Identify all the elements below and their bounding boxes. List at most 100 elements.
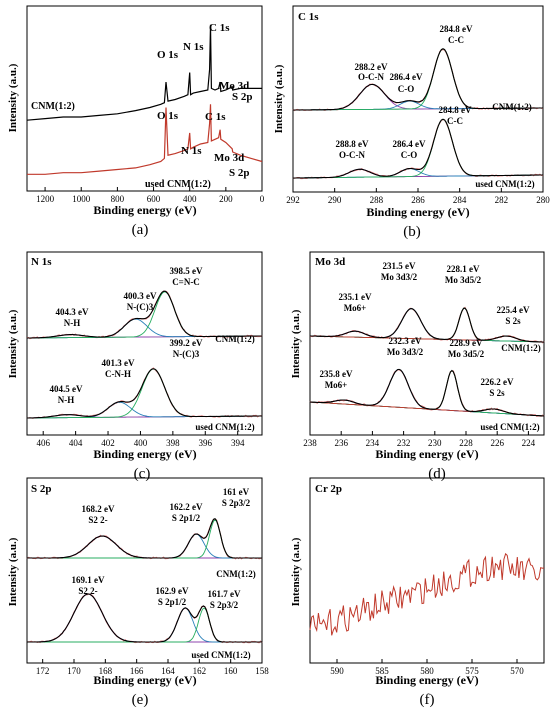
- x-tick-label: 1200: [36, 194, 55, 204]
- a-bot-s2p: S 2p: [229, 167, 250, 179]
- envelope-line: [293, 48, 543, 111]
- b-top-p2-label: 286.4 eV: [390, 72, 423, 82]
- x-tick-label: 172: [36, 666, 50, 676]
- fitted-component-line: [27, 519, 262, 559]
- c-top-p3-sub: C=N-C: [172, 277, 200, 287]
- envelope-line: [27, 368, 262, 419]
- panel-d-title: Mo 3d: [315, 256, 345, 268]
- b-top-p2-sub: C-O: [398, 84, 415, 94]
- x-tick-label: 226: [490, 438, 504, 448]
- x-tick-label: 230: [428, 438, 442, 448]
- a-bot-c1s: C 1s: [205, 111, 226, 123]
- d-bot-series-label: used CNM(1:2): [480, 422, 539, 432]
- x-tick-label: 290: [328, 195, 342, 205]
- series-line-used: [27, 104, 263, 175]
- x-tick-label: 200: [219, 194, 233, 204]
- panel-d-ylabel: Intensity (a.u.): [290, 309, 302, 378]
- envelope-line: [27, 593, 262, 643]
- panel-d-curves: [309, 306, 545, 418]
- fitted-component-line: [27, 607, 262, 643]
- panel-a-label: (a): [132, 222, 149, 238]
- x-tick-label: 232: [397, 438, 411, 448]
- panel-c-x-ticks: 406 404 402 400 398 396 394: [36, 431, 245, 448]
- a-top-s2p: S 2p: [232, 91, 253, 103]
- x-tick-label: 600: [147, 194, 161, 204]
- a-bot-mo3d: Mo 3d: [214, 152, 244, 164]
- x-tick-label: 160: [224, 666, 238, 676]
- panel-d-x-ticks: 238 236 234 232 230 228 226 224: [303, 431, 536, 448]
- fitted-component-line: [27, 607, 262, 643]
- x-tick-label: 158: [255, 666, 269, 676]
- panel-e-x-ticks: 172 170 168 166 164 162 160 158: [36, 659, 269, 676]
- x-tick-label: 800: [111, 194, 125, 204]
- b-bot-p2-label: 286.4 eV: [393, 139, 426, 149]
- d-bot-p1-sub: Mo6+: [325, 380, 348, 390]
- d-bot-p3-label: 228.9 eV: [450, 338, 483, 348]
- x-tick-label: 400: [134, 438, 148, 448]
- c-top-p1-sub: N-H: [64, 318, 81, 328]
- x-tick-label: 284: [453, 195, 467, 205]
- panel-a-ylabel: Intensity (a.u.): [7, 63, 19, 132]
- a-top-n1s: N 1s: [183, 41, 204, 53]
- panel-b: 292 290 288 286 284 282 280 C 1s Intensity (a.…: [273, 5, 550, 240]
- x-tick-label: 168: [99, 666, 113, 676]
- panel-e-frame: [26, 477, 263, 664]
- panel-c: 406 404 402 400 398 396 394 N 1s Intensity (a.…: [7, 251, 263, 482]
- b-bot-series-label: used CNM(1:2): [475, 179, 534, 189]
- panel-f-label: (f): [420, 692, 435, 708]
- d-top-p4-label: 225.4 eV: [497, 305, 530, 315]
- x-tick-label: 170: [67, 666, 81, 676]
- envelope-line: [310, 307, 544, 343]
- d-bot-p4-sub: S 2s: [489, 388, 505, 398]
- a-top-series-label: CNM(1:2): [31, 101, 75, 112]
- panel-f-x-ticks: 590 585 580 575 570: [330, 659, 524, 676]
- panel-b-x-ticks: 292 290 288 286 284 282 280: [286, 188, 550, 205]
- panel-f-ylabel: Intensity (a.u.): [290, 537, 302, 606]
- x-tick-label: 228: [459, 438, 473, 448]
- x-tick-label: 288: [370, 195, 384, 205]
- panel-b-xlabel: Binding energy (eV): [366, 205, 469, 219]
- fitted-component-line: [293, 168, 543, 179]
- c-bot-p1-label: 404.5 eV: [50, 384, 83, 394]
- e-bot-p1-label: 169.1 eV: [72, 575, 105, 585]
- panel-e: 172 170 168 166 164 162 160 158 S 2p Intensity …: [7, 477, 269, 708]
- e-top-p2-sub: S 2p1/2: [172, 513, 201, 523]
- b-top-p3-label: 284.8 eV: [440, 24, 473, 34]
- panel-b-title: C 1s: [298, 11, 319, 23]
- cr2p-data-line: [309, 552, 545, 636]
- x-tick-label: 406: [36, 438, 50, 448]
- panel-f-curves: [309, 552, 545, 636]
- b-bot-p1-sub: O-C-N: [339, 150, 365, 160]
- panel-c-title: N 1s: [31, 256, 52, 268]
- panel-d: 238 236 234 232 230 228 226 224 Mo 3d Intensity…: [290, 251, 545, 482]
- e-top-p3-label: 161 eV: [223, 487, 250, 497]
- d-top-p4-sub: S 2s: [505, 316, 521, 326]
- panel-e-curves: [26, 518, 263, 644]
- series-line-fresh: [26, 24, 262, 121]
- x-tick-label: 394: [231, 438, 245, 448]
- c-top-p2-label: 400.3 eV: [124, 291, 157, 301]
- b-bot-p3-sub: C-C: [447, 116, 463, 126]
- panel-d-frame: [309, 251, 545, 436]
- x-tick-label: 404: [69, 438, 83, 448]
- c-bot-p2-label: 401.3 eV: [102, 358, 135, 368]
- e-top-p2-label: 162.2 eV: [170, 502, 203, 512]
- x-tick-label: 292: [286, 195, 300, 205]
- envelope-line: [27, 290, 262, 339]
- panel-b-frame: [292, 5, 544, 193]
- panel-a-frame: [26, 5, 263, 192]
- x-tick-label: 1000: [72, 194, 91, 204]
- envelope-line: [293, 118, 543, 179]
- x-tick-label: 396: [199, 438, 213, 448]
- d-bot-p2-sub: Mo 3d3/2: [387, 347, 424, 357]
- envelope-line: [309, 368, 545, 417]
- panel-c-xlabel: Binding energy (eV): [93, 447, 196, 461]
- x-tick-label: 402: [101, 438, 115, 448]
- d-bot-p1-label: 235.8 eV: [320, 369, 353, 379]
- panel-b-curves: [292, 48, 544, 180]
- a-bot-series-label: used CNM(1:2): [145, 179, 211, 190]
- x-tick-label: 575: [465, 666, 479, 676]
- x-tick-label: 398: [166, 438, 180, 448]
- panel-f-frame: [309, 477, 545, 664]
